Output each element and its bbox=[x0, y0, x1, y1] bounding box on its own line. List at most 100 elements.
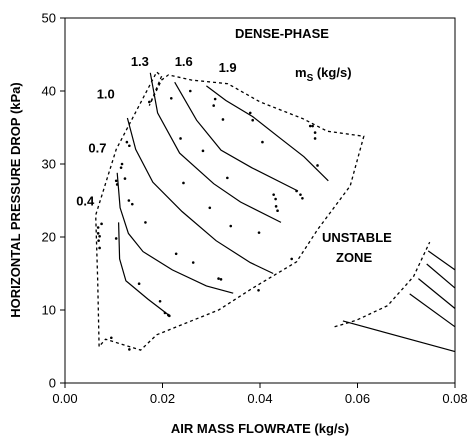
data-point bbox=[213, 97, 217, 101]
unstable-boundary bbox=[334, 241, 431, 328]
data-point bbox=[182, 181, 185, 185]
data-point bbox=[313, 137, 317, 140]
data-point bbox=[115, 183, 119, 186]
data-point bbox=[98, 246, 101, 250]
curve-label: 0.4 bbox=[76, 194, 95, 209]
data-point bbox=[221, 118, 225, 121]
data-point bbox=[261, 140, 264, 144]
curve-1.9 bbox=[206, 85, 329, 182]
data-point bbox=[208, 206, 212, 210]
data-point bbox=[114, 237, 118, 240]
data-point bbox=[257, 288, 260, 292]
y-axis: 0 10 20 30 40 50 bbox=[42, 11, 65, 391]
data-point bbox=[123, 177, 127, 180]
curve-0.7 bbox=[116, 172, 234, 294]
data-point bbox=[276, 209, 279, 213]
y-tick-label: 10 bbox=[42, 303, 56, 318]
boundaries bbox=[95, 70, 431, 351]
dense-phase-boundary bbox=[95, 70, 365, 351]
data-point bbox=[311, 124, 314, 128]
y-tick-label: 20 bbox=[42, 230, 56, 245]
data-point bbox=[219, 278, 223, 281]
data-point bbox=[163, 311, 167, 315]
data-point bbox=[137, 282, 141, 286]
curve-labels: 0.4 0.7 1.0 1.3 1.6 1.9 bbox=[76, 54, 236, 208]
y-tick-label: 0 bbox=[49, 376, 56, 391]
data-point bbox=[148, 100, 151, 104]
data-point bbox=[97, 239, 100, 242]
data-points bbox=[96, 89, 319, 351]
x-axis-title: AIR MASS FLOWRATE (kg/s) bbox=[171, 421, 349, 436]
data-point bbox=[272, 193, 275, 196]
y-tick-label: 50 bbox=[42, 11, 56, 26]
x-tick-label: 0.02 bbox=[150, 391, 175, 406]
data-point bbox=[114, 179, 118, 183]
curve-label: 1.0 bbox=[97, 86, 115, 101]
curve-1.6 bbox=[174, 81, 299, 192]
ms-unit: (kg/s) bbox=[313, 65, 351, 80]
data-point bbox=[96, 232, 100, 235]
annotation-unstable: UNSTABLE bbox=[322, 230, 392, 245]
x-tick-label: 0.04 bbox=[247, 391, 272, 406]
data-point bbox=[301, 197, 304, 200]
data-point bbox=[274, 205, 278, 208]
curve-unstable-4 bbox=[409, 293, 456, 328]
data-point bbox=[212, 104, 215, 107]
y-tick-label: 30 bbox=[42, 157, 56, 172]
data-point bbox=[217, 277, 220, 280]
y-tick-label: 40 bbox=[42, 84, 56, 99]
curve-1.0 bbox=[126, 117, 274, 275]
curves bbox=[116, 72, 456, 353]
data-point bbox=[201, 149, 205, 153]
data-point bbox=[290, 257, 293, 261]
curve-0.4 bbox=[118, 222, 170, 316]
data-point bbox=[274, 197, 277, 201]
data-point bbox=[120, 162, 124, 166]
data-point bbox=[295, 189, 298, 193]
data-point bbox=[174, 252, 178, 256]
data-point bbox=[119, 166, 123, 169]
curve-label: 1.9 bbox=[219, 60, 237, 75]
annotation-ms-legend: mS (kg/s) bbox=[295, 65, 352, 84]
data-point bbox=[127, 199, 131, 202]
x-axis: 0.00 0.02 0.04 0.06 0.08 bbox=[52, 383, 468, 406]
curve-unstable-2 bbox=[426, 263, 456, 289]
ms-symbol: m bbox=[295, 65, 307, 80]
data-point bbox=[130, 202, 134, 206]
curve-label: 1.3 bbox=[131, 54, 149, 69]
data-point bbox=[308, 124, 312, 128]
data-point bbox=[248, 111, 252, 115]
y-axis-title: HORIZONTAL PRESSURE DROP (kPa) bbox=[8, 82, 23, 317]
data-point bbox=[229, 224, 233, 228]
curve-1.3 bbox=[149, 72, 282, 223]
annotation-dense-phase: DENSE-PHASE bbox=[235, 26, 329, 41]
data-point bbox=[168, 314, 171, 318]
data-point bbox=[313, 131, 317, 134]
data-point bbox=[128, 144, 131, 148]
curve-unstable-1 bbox=[427, 250, 456, 271]
ms-subscript: S bbox=[307, 73, 314, 84]
x-tick-label: 0.06 bbox=[345, 391, 370, 406]
data-point bbox=[179, 137, 182, 140]
curve-unstable-5 bbox=[342, 320, 456, 353]
data-point bbox=[226, 176, 229, 180]
curve-label: 0.7 bbox=[88, 140, 106, 155]
data-point bbox=[251, 118, 254, 122]
x-tick-label: 0.00 bbox=[52, 391, 77, 406]
data-point bbox=[128, 348, 131, 351]
curve-unstable-3 bbox=[418, 278, 456, 309]
data-point bbox=[110, 336, 113, 340]
data-point bbox=[316, 164, 319, 167]
plot-area bbox=[64, 17, 456, 384]
data-point bbox=[100, 222, 103, 226]
data-point bbox=[188, 89, 192, 93]
data-point bbox=[169, 97, 173, 100]
data-point bbox=[125, 140, 129, 144]
data-point bbox=[299, 193, 302, 196]
data-point bbox=[158, 299, 162, 303]
data-point bbox=[98, 234, 101, 238]
x-tick-label: 0.08 bbox=[442, 391, 467, 406]
curve-label: 1.6 bbox=[175, 54, 193, 69]
data-point bbox=[144, 221, 147, 224]
